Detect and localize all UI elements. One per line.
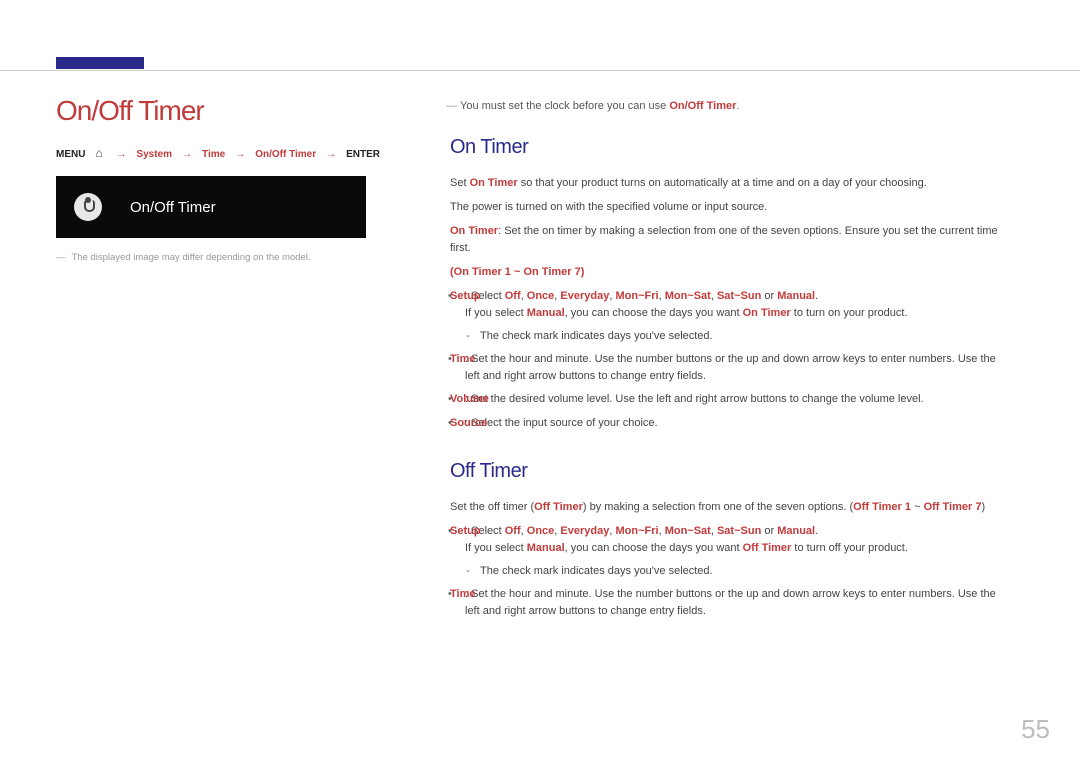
on-time: Time : Set the hour and minute. Use the …	[450, 351, 1012, 385]
on-range: (On Timer 1 ~ On Timer 7)	[450, 264, 1012, 281]
left-column: On/Off Timer MENU → System → Time → On/O…	[56, 95, 396, 263]
page-number: 55	[1021, 714, 1050, 745]
on-setup-sub: The check mark indicates days you've sel…	[450, 328, 1012, 345]
breadcrumb-time: Time	[202, 149, 225, 160]
page-title: On/Off Timer	[56, 95, 396, 127]
breadcrumb-enter: ENTER	[346, 149, 380, 160]
screenshot-label: On/Off Timer	[130, 199, 216, 216]
right-column: You must set the clock before you can us…	[450, 100, 1012, 626]
on-para1: Set On Timer so that your product turns …	[450, 175, 1012, 192]
on-para2: The power is turned on with the specifie…	[450, 199, 1012, 216]
on-setup: Setup : Select Off, Once, Everyday, Mon~…	[450, 288, 1012, 322]
on-timer-heading: On Timer	[450, 136, 1012, 159]
breadcrumb-menu: MENU	[56, 149, 85, 160]
breadcrumb: MENU → System → Time → On/Off Timer → EN…	[56, 149, 396, 160]
off-setup-sub: The check mark indicates days you've sel…	[450, 563, 1012, 580]
accent-bar	[56, 57, 144, 69]
off-time: Time : Set the hour and minute. Use the …	[450, 586, 1012, 620]
breadcrumb-arrow: →	[235, 149, 245, 160]
breadcrumb-arrow: →	[182, 149, 192, 160]
on-volume: Volume : Set the desired volume level. U…	[450, 391, 1012, 408]
home-icon	[95, 149, 106, 160]
breadcrumb-system: System	[136, 149, 172, 160]
model-note: The displayed image may differ depending…	[56, 252, 396, 263]
off-setup: Setup : Select Off, Once, Everyday, Mon~…	[450, 523, 1012, 557]
off-para1: Set the off timer (Off Timer) by making …	[450, 499, 1012, 516]
breadcrumb-arrow: →	[116, 149, 126, 160]
off-timer-heading: Off Timer	[450, 460, 1012, 483]
breadcrumb-arrow: →	[326, 149, 336, 160]
breadcrumb-onoff: On/Off Timer	[255, 149, 316, 160]
menu-screenshot: On/Off Timer	[56, 176, 366, 238]
on-para3: On Timer: Set the on timer by making a s…	[450, 223, 1012, 257]
clock-info: You must set the clock before you can us…	[450, 100, 1012, 112]
on-source: Source : Select the input source of your…	[450, 415, 1012, 432]
timer-icon	[74, 193, 102, 221]
